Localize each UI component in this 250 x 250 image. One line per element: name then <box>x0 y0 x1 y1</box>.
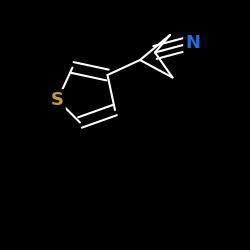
Text: N: N <box>185 34 200 52</box>
Text: S: S <box>51 91 64 109</box>
